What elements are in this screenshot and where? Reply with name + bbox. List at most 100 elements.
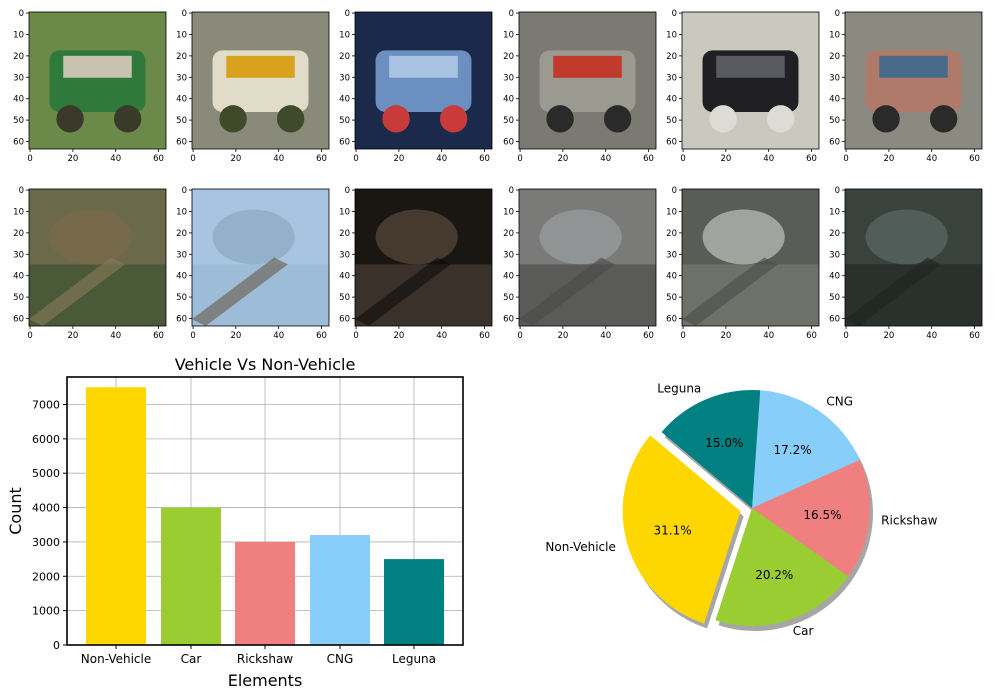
x-tick-label: 60 (969, 154, 980, 164)
bar-chart: Vehicle Vs Non-Vehicle 0 1000 2000 3000 4000 5… (6, 355, 464, 690)
x-tick-label: 60 (806, 154, 817, 164)
y-tick-label: 60 (176, 315, 187, 325)
y-tick-label: 50 (666, 293, 677, 303)
y-tick-label: 10 (503, 30, 514, 40)
y-tick-label: 30 (829, 250, 840, 260)
pie-category-label: Car (793, 624, 814, 638)
x-tick-label: 40 (436, 154, 447, 164)
y-tick-label: 30 (13, 250, 24, 260)
x-tick-label: 0 (517, 154, 522, 164)
vehicle-wheel (113, 105, 142, 133)
thumbnail-frame (681, 11, 820, 150)
y-tick-label: 10 (13, 30, 24, 40)
pie-category-label: Rickshaw (881, 514, 937, 528)
thumbnail-frame (844, 188, 983, 327)
x-tick-label: 20 (720, 154, 731, 164)
pie-category-label: CNG (826, 395, 853, 409)
y-tick-label: 60 (666, 315, 677, 325)
thumbnail-frame (518, 188, 657, 327)
x-tick-label: 40 (763, 154, 774, 164)
y-tick-label: 30 (503, 250, 514, 260)
x-tick-label: Car (181, 652, 202, 666)
bar-non-vehicle (86, 387, 146, 645)
x-tick-label: 0 (843, 154, 848, 164)
vehicle-wheel (603, 105, 632, 133)
y-tick-label: 0 (672, 186, 677, 196)
x-tick-label: 40 (926, 331, 937, 341)
y-tick-label: 30 (13, 73, 24, 83)
thumbnail-frame (518, 11, 657, 150)
y-tick-label: 6000 (32, 433, 60, 446)
y-tick-label: 40 (339, 272, 350, 282)
y-tick-label: 20 (13, 52, 24, 62)
pie-slice-leguna (661, 390, 761, 508)
vehicle-window (389, 55, 458, 78)
x-tick-label: 40 (110, 331, 121, 341)
x-tick-label: 60 (806, 331, 817, 341)
scene-blob (702, 209, 785, 265)
y-tick-label: 1000 (32, 605, 60, 618)
scene-stripe (519, 257, 615, 326)
vehicle-wheel (219, 105, 247, 133)
pie-pct-label: 31.1% (654, 524, 692, 538)
thumbnail-frame (681, 188, 820, 327)
x-tick-label: 0 (353, 154, 358, 164)
y-tick-label: 60 (503, 138, 514, 148)
vehicle-wheel (929, 105, 958, 133)
y-tick-label: 50 (339, 293, 350, 303)
y-tick-label: 50 (176, 116, 187, 126)
vehicle-wheel (56, 105, 84, 133)
x-tick-label: Leguna (392, 652, 436, 666)
x-tick-label: 20 (67, 154, 78, 164)
vehicle-wheel (709, 105, 737, 133)
y-tick-label: 20 (13, 229, 24, 239)
y-tick-label: 40 (176, 95, 187, 105)
y-tick-label: 20 (339, 52, 350, 62)
y-tick-label: 60 (339, 138, 350, 148)
x-tick-label: 40 (436, 331, 447, 341)
y-tick-label: 10 (666, 30, 677, 40)
y-tick-label: 20 (666, 229, 677, 239)
y-tick-label: 0 (345, 9, 350, 19)
bar-cng (310, 535, 370, 645)
y-tick-label: 0 (672, 9, 677, 19)
scene-stripe (355, 257, 451, 326)
y-tick-label: 50 (13, 116, 24, 126)
scene-stripe (682, 257, 778, 326)
y-tick-label: 4000 (32, 502, 60, 515)
bar-car (161, 507, 221, 645)
x-tick-label: 20 (393, 331, 404, 341)
scene-blob (539, 209, 622, 265)
y-tick-label: 30 (176, 73, 187, 83)
y-tick-label: 60 (829, 315, 840, 325)
vehicle-wheel (276, 105, 305, 133)
y-tick-label: 3000 (32, 536, 60, 549)
vehicle-wheel (439, 105, 468, 133)
x-tick-label: Rickshaw (237, 652, 293, 666)
y-tick-label: 40 (13, 95, 24, 105)
y-tick-label: 20 (176, 229, 187, 239)
scene-blob (212, 209, 295, 265)
vehicle-window (716, 55, 785, 78)
scene-blob (375, 209, 458, 265)
y-tick-label: 60 (666, 138, 677, 148)
y-tick-label: 5000 (32, 467, 60, 480)
vehicle-window (63, 55, 132, 78)
x-tick-label: 0 (680, 154, 685, 164)
thumbnail-frame (191, 188, 330, 327)
y-tick-label: 20 (829, 52, 840, 62)
pie-pct-label: 17.2% (774, 443, 812, 457)
vehicle-wheel (766, 105, 795, 133)
y-tick-label: 10 (829, 207, 840, 217)
x-tick-label: 40 (110, 154, 121, 164)
